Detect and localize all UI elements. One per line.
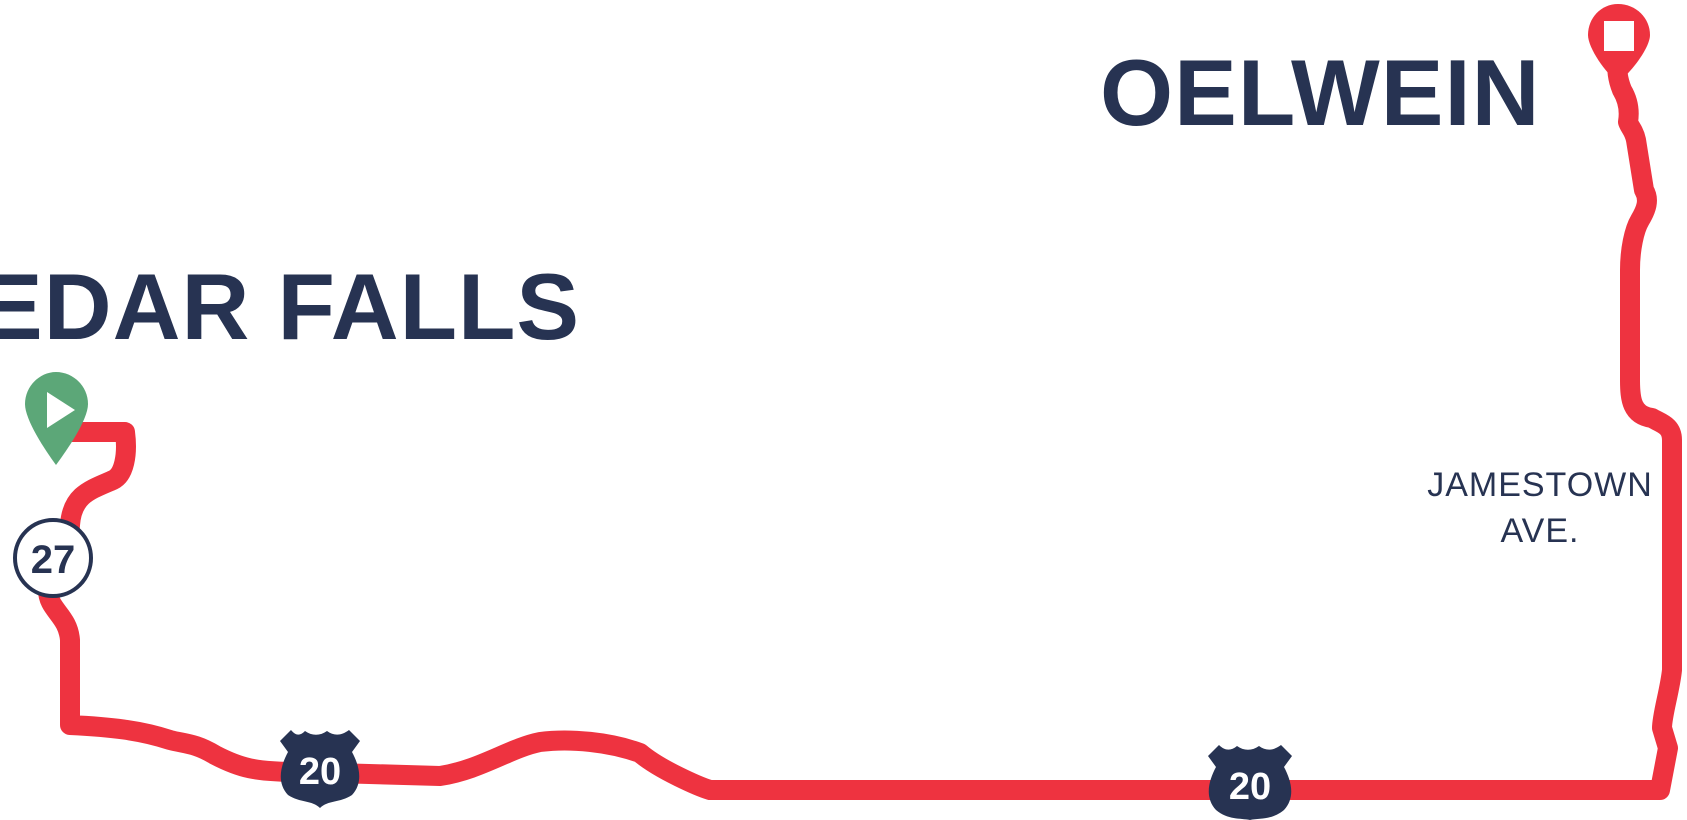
route-line xyxy=(38,45,1682,800)
start-marker-icon[interactable] xyxy=(25,372,88,465)
us-20-shield-west: 20 xyxy=(280,730,360,808)
us-20-east-number: 20 xyxy=(1229,766,1271,808)
street-label-line-1: JAMESTOWN xyxy=(1427,466,1653,504)
us-20-shield-east: 20 xyxy=(1208,745,1292,820)
street-label-line-2: AVE. xyxy=(1500,512,1580,550)
us-20-west-number: 20 xyxy=(299,751,341,793)
highway-27-shield: 27 xyxy=(13,518,93,598)
end-marker-icon[interactable] xyxy=(1588,4,1650,82)
street-label-jamestown: JAMESTOWN AVE. xyxy=(1410,462,1670,554)
city-label-oelwein: OELWEIN xyxy=(1100,40,1541,145)
city-label-cedar-falls: EDAR FALLS xyxy=(0,254,581,359)
highway-27-number: 27 xyxy=(31,538,76,582)
